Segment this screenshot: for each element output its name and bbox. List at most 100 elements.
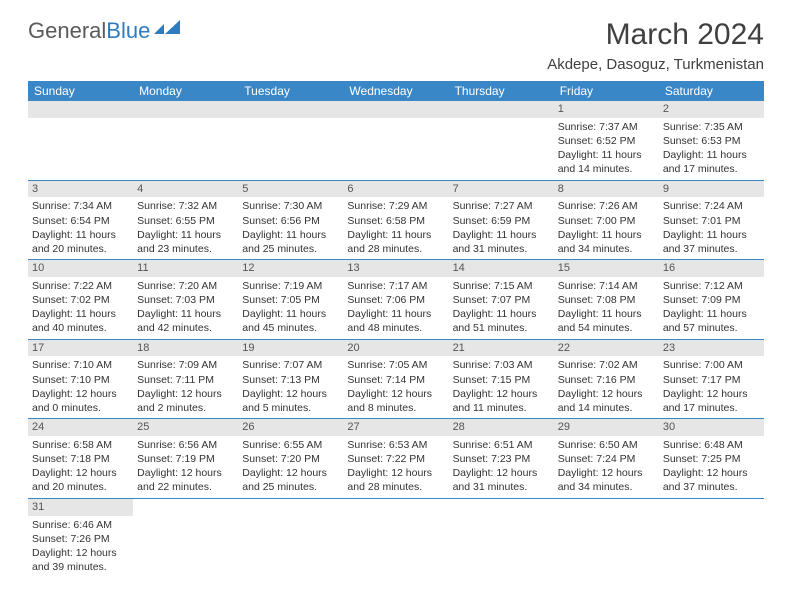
- cell-sunset: Sunset: 7:01 PM: [663, 214, 760, 228]
- cell-sunset: Sunset: 7:13 PM: [242, 373, 339, 387]
- cell-dl1: Daylight: 11 hours: [32, 228, 129, 242]
- month-title: March 2024: [547, 18, 764, 52]
- cell-sunrise: Sunrise: 7:19 AM: [242, 279, 339, 293]
- cell-sunset: Sunset: 7:25 PM: [663, 452, 760, 466]
- logo-text-general: General: [28, 18, 106, 44]
- cell-dl2: and 17 minutes.: [663, 162, 760, 176]
- cell-dl2: and 39 minutes.: [32, 560, 129, 574]
- day-number: 18: [133, 340, 238, 357]
- calendar-cell: 13Sunrise: 7:17 AMSunset: 7:06 PMDayligh…: [343, 260, 448, 340]
- cell-dl1: Daylight: 12 hours: [137, 387, 234, 401]
- cell-sunset: Sunset: 6:58 PM: [347, 214, 444, 228]
- cell-dl2: and 17 minutes.: [663, 401, 760, 415]
- day-number: 21: [449, 340, 554, 357]
- day-number: 5: [238, 181, 343, 198]
- cell-sunrise: Sunrise: 6:55 AM: [242, 438, 339, 452]
- cell-dl2: and 14 minutes.: [558, 401, 655, 415]
- cell-sunset: Sunset: 7:02 PM: [32, 293, 129, 307]
- cell-sunset: Sunset: 7:15 PM: [453, 373, 550, 387]
- cell-sunrise: Sunrise: 7:02 AM: [558, 358, 655, 372]
- calendar-cell-empty: [343, 101, 448, 180]
- cell-dl2: and 37 minutes.: [663, 242, 760, 256]
- cell-sunset: Sunset: 7:08 PM: [558, 293, 655, 307]
- day-number: 14: [449, 260, 554, 277]
- day-number: 28: [449, 419, 554, 436]
- day-number: 12: [238, 260, 343, 277]
- day-header-monday: Monday: [133, 81, 238, 101]
- calendar-cell: 24Sunrise: 6:58 AMSunset: 7:18 PMDayligh…: [28, 419, 133, 499]
- calendar-cell: 18Sunrise: 7:09 AMSunset: 7:11 PMDayligh…: [133, 339, 238, 419]
- cell-sunset: Sunset: 7:18 PM: [32, 452, 129, 466]
- cell-sunrise: Sunrise: 7:20 AM: [137, 279, 234, 293]
- day-number: 23: [659, 340, 764, 357]
- cell-dl2: and 0 minutes.: [32, 401, 129, 415]
- calendar-cell: 9Sunrise: 7:24 AMSunset: 7:01 PMDaylight…: [659, 180, 764, 260]
- cell-sunset: Sunset: 7:19 PM: [137, 452, 234, 466]
- cell-sunrise: Sunrise: 6:58 AM: [32, 438, 129, 452]
- day-number: 31: [28, 499, 133, 516]
- cell-dl2: and 31 minutes.: [453, 480, 550, 494]
- calendar-cell: 27Sunrise: 6:53 AMSunset: 7:22 PMDayligh…: [343, 419, 448, 499]
- cell-dl1: Daylight: 12 hours: [453, 387, 550, 401]
- cell-dl2: and 40 minutes.: [32, 321, 129, 335]
- day-number: 15: [554, 260, 659, 277]
- cell-dl1: Daylight: 11 hours: [663, 148, 760, 162]
- cell-sunrise: Sunrise: 7:09 AM: [137, 358, 234, 372]
- day-number: 3: [28, 181, 133, 198]
- cell-dl2: and 25 minutes.: [242, 480, 339, 494]
- cell-dl1: Daylight: 12 hours: [347, 387, 444, 401]
- cell-dl1: Daylight: 11 hours: [453, 307, 550, 321]
- cell-dl1: Daylight: 12 hours: [32, 546, 129, 560]
- calendar-body: 1Sunrise: 7:37 AMSunset: 6:52 PMDaylight…: [28, 101, 764, 577]
- cell-sunrise: Sunrise: 7:27 AM: [453, 199, 550, 213]
- cell-sunrise: Sunrise: 7:10 AM: [32, 358, 129, 372]
- cell-sunrise: Sunrise: 7:26 AM: [558, 199, 655, 213]
- calendar-cell: 6Sunrise: 7:29 AMSunset: 6:58 PMDaylight…: [343, 180, 448, 260]
- cell-sunrise: Sunrise: 7:05 AM: [347, 358, 444, 372]
- cell-dl2: and 20 minutes.: [32, 480, 129, 494]
- cell-sunrise: Sunrise: 7:32 AM: [137, 199, 234, 213]
- calendar-cell: 17Sunrise: 7:10 AMSunset: 7:10 PMDayligh…: [28, 339, 133, 419]
- calendar-cell-empty: [238, 101, 343, 180]
- cell-sunrise: Sunrise: 7:17 AM: [347, 279, 444, 293]
- cell-dl2: and 42 minutes.: [137, 321, 234, 335]
- day-number: 2: [659, 101, 764, 118]
- cell-sunrise: Sunrise: 7:29 AM: [347, 199, 444, 213]
- cell-sunrise: Sunrise: 6:53 AM: [347, 438, 444, 452]
- cell-dl2: and 48 minutes.: [347, 321, 444, 335]
- logo: GeneralBlue: [28, 18, 184, 44]
- day-number: 20: [343, 340, 448, 357]
- cell-sunrise: Sunrise: 6:56 AM: [137, 438, 234, 452]
- cell-dl1: Daylight: 12 hours: [663, 387, 760, 401]
- cell-dl1: Daylight: 11 hours: [558, 148, 655, 162]
- logo-flag-icon: [154, 18, 184, 44]
- cell-sunset: Sunset: 6:55 PM: [137, 214, 234, 228]
- calendar-cell: 4Sunrise: 7:32 AMSunset: 6:55 PMDaylight…: [133, 180, 238, 260]
- cell-sunrise: Sunrise: 7:24 AM: [663, 199, 760, 213]
- cell-sunset: Sunset: 7:05 PM: [242, 293, 339, 307]
- day-header-sunday: Sunday: [28, 81, 133, 101]
- cell-sunset: Sunset: 6:54 PM: [32, 214, 129, 228]
- day-number: 24: [28, 419, 133, 436]
- cell-sunset: Sunset: 7:14 PM: [347, 373, 444, 387]
- cell-dl2: and 45 minutes.: [242, 321, 339, 335]
- cell-sunrise: Sunrise: 6:46 AM: [32, 518, 129, 532]
- cell-dl1: Daylight: 11 hours: [137, 228, 234, 242]
- day-number: 1: [554, 101, 659, 118]
- location-text: Akdepe, Dasoguz, Turkmenistan: [547, 56, 764, 73]
- cell-dl1: Daylight: 11 hours: [558, 228, 655, 242]
- cell-dl2: and 28 minutes.: [347, 242, 444, 256]
- day-number: 25: [133, 419, 238, 436]
- cell-sunrise: Sunrise: 7:12 AM: [663, 279, 760, 293]
- calendar-cell: 16Sunrise: 7:12 AMSunset: 7:09 PMDayligh…: [659, 260, 764, 340]
- cell-dl1: Daylight: 11 hours: [558, 307, 655, 321]
- cell-dl1: Daylight: 12 hours: [558, 387, 655, 401]
- day-number: 22: [554, 340, 659, 357]
- day-number: 16: [659, 260, 764, 277]
- title-block: March 2024 Akdepe, Dasoguz, Turkmenistan: [547, 18, 764, 79]
- calendar-cell: 14Sunrise: 7:15 AMSunset: 7:07 PMDayligh…: [449, 260, 554, 340]
- cell-dl2: and 25 minutes.: [242, 242, 339, 256]
- calendar-cell-empty: [659, 498, 764, 577]
- cell-sunset: Sunset: 7:03 PM: [137, 293, 234, 307]
- day-number: 19: [238, 340, 343, 357]
